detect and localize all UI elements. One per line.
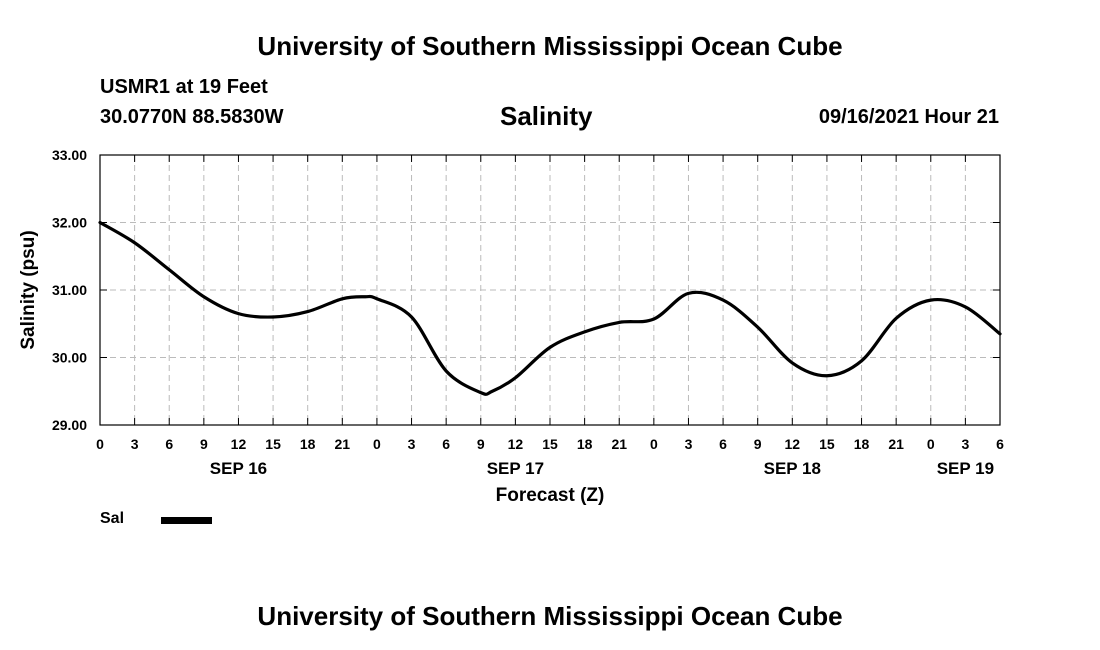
legend-swatch-sal xyxy=(161,517,212,524)
x-axis: 0 3 6 9 12 15 18 21 0 3 6 9 12 15 18 21 0 3 6 9 12 15 18 21 0 3 6 xyxy=(96,155,1004,452)
x-tick-label: 6 xyxy=(165,436,173,452)
y-tick-label: 30.00 xyxy=(52,350,87,366)
x-tick-label: 21 xyxy=(888,436,904,452)
y-axis-title: Salinity (psu) xyxy=(18,230,39,349)
x-tick-label: 0 xyxy=(96,436,104,452)
x-tick-label: 3 xyxy=(408,436,416,452)
y-tick-label: 31.00 xyxy=(52,282,87,298)
x-tick-label: 9 xyxy=(200,436,208,452)
footer-title: University of Southern Mississippi Ocean… xyxy=(257,601,843,631)
x-tick-label: 6 xyxy=(996,436,1004,452)
station-label: USMR1 at 19 Feet xyxy=(100,76,268,98)
x-tick-label: 0 xyxy=(373,436,381,452)
legend-label-sal: Sal xyxy=(100,510,125,527)
x-tick-label: 21 xyxy=(335,436,351,452)
y-tick-label: 29.00 xyxy=(52,417,87,433)
station-coordinates: 30.0770N 88.5830W xyxy=(100,106,284,128)
x-tick-label: 12 xyxy=(231,436,247,452)
x-tick-label: 9 xyxy=(754,436,762,452)
grid-lines xyxy=(100,155,1000,425)
x-tick-label: 6 xyxy=(719,436,727,452)
x-tick-label: 18 xyxy=(577,436,593,452)
x-axis-title: Forecast (Z) xyxy=(496,485,605,506)
x-tick-label: 12 xyxy=(508,436,524,452)
x-tick-label: 0 xyxy=(927,436,935,452)
y-tick-label: 32.00 xyxy=(52,215,87,231)
forecast-datetime: 09/16/2021 Hour 21 xyxy=(818,106,999,128)
y-axis: 29.00 30.00 31.00 32.00 33.00 xyxy=(52,147,1000,433)
x-tick-label: 9 xyxy=(477,436,485,452)
y-tick-label: 33.00 xyxy=(52,147,87,163)
date-label: SEP 16 xyxy=(210,459,267,478)
x-tick-label: 15 xyxy=(819,436,835,452)
x-tick-label: 15 xyxy=(265,436,281,452)
x-tick-label: 18 xyxy=(854,436,870,452)
x-tick-label: 0 xyxy=(650,436,658,452)
x-tick-label: 3 xyxy=(131,436,139,452)
date-label: SEP 18 xyxy=(764,459,821,478)
chart-title: Salinity xyxy=(500,101,593,131)
date-label: SEP 19 xyxy=(937,459,994,478)
x-tick-label: 12 xyxy=(785,436,801,452)
x-tick-label: 6 xyxy=(442,436,450,452)
x-tick-label: 15 xyxy=(542,436,558,452)
x-tick-label: 3 xyxy=(685,436,693,452)
page-title: University of Southern Mississippi Ocean… xyxy=(257,31,843,61)
x-tick-label: 21 xyxy=(611,436,627,452)
x-tick-label: 3 xyxy=(961,436,969,452)
x-tick-label: 18 xyxy=(300,436,316,452)
date-label: SEP 17 xyxy=(487,459,544,478)
